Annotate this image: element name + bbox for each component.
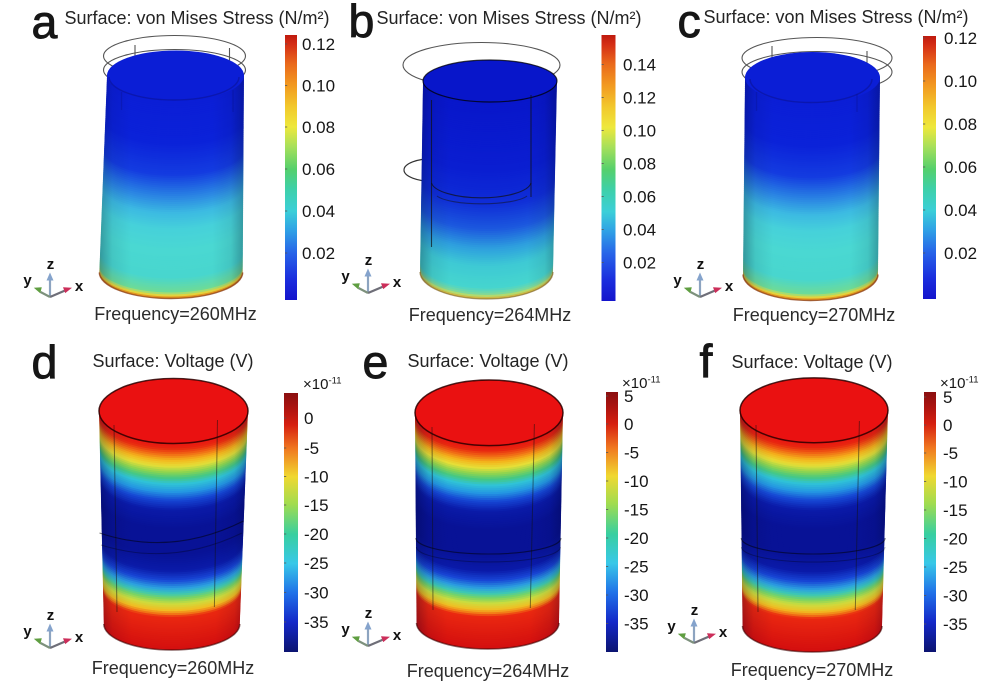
svg-text:Frequency=264MHz: Frequency=264MHz [407,661,570,681]
svg-text:Frequency=264MHz: Frequency=264MHz [409,305,572,325]
svg-text:-30: -30 [304,584,329,603]
svg-text:0.10: 0.10 [623,122,656,141]
svg-text:-10: -10 [304,468,329,487]
svg-text:y: y [673,272,682,289]
svg-text:z: z [365,605,373,622]
svg-text:x: x [393,274,402,291]
svg-text:d: d [32,336,58,388]
svg-text:z: z [691,602,699,619]
svg-text:z: z [47,256,55,273]
svg-text:Surface: Voltage (V): Surface: Voltage (V) [407,351,568,371]
svg-text:0: 0 [304,409,313,428]
svg-text:Surface: Voltage (V): Surface: Voltage (V) [731,352,892,372]
svg-text:e: e [363,336,389,388]
svg-text:Frequency=260MHz: Frequency=260MHz [94,304,257,324]
svg-text:x: x [725,278,734,295]
svg-text:x: x [75,629,84,646]
svg-text:z: z [47,607,55,624]
svg-text:-20: -20 [624,529,649,548]
svg-text:-5: -5 [624,444,639,463]
svg-text:5: 5 [624,387,633,406]
svg-text:0.02: 0.02 [944,244,977,263]
svg-text:Surface: von Mises Stress (N/m: Surface: von Mises Stress (N/m²) [64,8,329,28]
svg-text:0.06: 0.06 [302,160,335,179]
svg-text:-25: -25 [624,558,649,577]
svg-text:b: b [349,0,375,47]
svg-text:-35: -35 [624,615,649,634]
svg-text:-35: -35 [304,613,329,632]
svg-text:x: x [75,278,84,295]
svg-text:0.06: 0.06 [944,158,977,177]
svg-text:-35: -35 [943,615,968,634]
svg-text:0: 0 [943,416,952,435]
svg-text:-15: -15 [304,496,329,515]
svg-text:y: y [341,268,350,285]
svg-text:x: x [719,624,728,641]
svg-text:0.08: 0.08 [944,115,977,134]
svg-text:0.12: 0.12 [944,29,977,48]
svg-text:f: f [700,335,713,387]
svg-text:z: z [365,252,373,269]
svg-text:y: y [23,272,32,289]
svg-text:0.02: 0.02 [623,254,656,273]
svg-text:-5: -5 [943,444,958,463]
svg-text:Frequency=260MHz: Frequency=260MHz [92,658,255,678]
svg-text:-5: -5 [304,439,319,458]
svg-text:0.10: 0.10 [944,72,977,91]
svg-text:0.12: 0.12 [302,35,335,54]
svg-text:-15: -15 [943,501,968,520]
svg-text:0.04: 0.04 [623,221,656,240]
svg-text:0.02: 0.02 [302,244,335,263]
svg-text:0.08: 0.08 [623,155,656,174]
svg-text:Frequency=270MHz: Frequency=270MHz [731,660,894,680]
svg-text:-30: -30 [624,586,649,605]
svg-text:0: 0 [624,415,633,434]
svg-text:y: y [341,621,350,638]
svg-text:-10: -10 [624,472,649,491]
svg-text:0.14: 0.14 [623,56,656,75]
svg-text:x: x [393,627,402,644]
svg-text:-20: -20 [943,530,968,549]
svg-text:0.04: 0.04 [302,202,335,221]
svg-text:5: 5 [943,388,952,407]
svg-text:0.04: 0.04 [944,201,977,220]
svg-text:-10: -10 [943,473,968,492]
svg-text:Surface: von Mises Stress (N/m: Surface: von Mises Stress (N/m²) [376,8,641,28]
svg-text:y: y [667,618,676,635]
svg-text:-30: -30 [943,587,968,606]
svg-text:-25: -25 [304,554,329,573]
svg-text:-25: -25 [943,558,968,577]
svg-text:Frequency=270MHz: Frequency=270MHz [733,305,896,325]
svg-text:0.08: 0.08 [302,118,335,137]
svg-text:c: c [678,0,701,47]
svg-text:0.10: 0.10 [302,77,335,96]
svg-text:-15: -15 [624,501,649,520]
svg-text:Surface: von Mises Stress (N/m: Surface: von Mises Stress (N/m²) [703,7,968,27]
svg-text:y: y [23,623,32,640]
svg-text:a: a [32,0,58,48]
svg-text:0.06: 0.06 [623,188,656,207]
svg-text:Surface: Voltage (V): Surface: Voltage (V) [92,351,253,371]
svg-text:-20: -20 [304,525,329,544]
svg-text:0.12: 0.12 [623,89,656,108]
svg-text:z: z [697,256,705,273]
